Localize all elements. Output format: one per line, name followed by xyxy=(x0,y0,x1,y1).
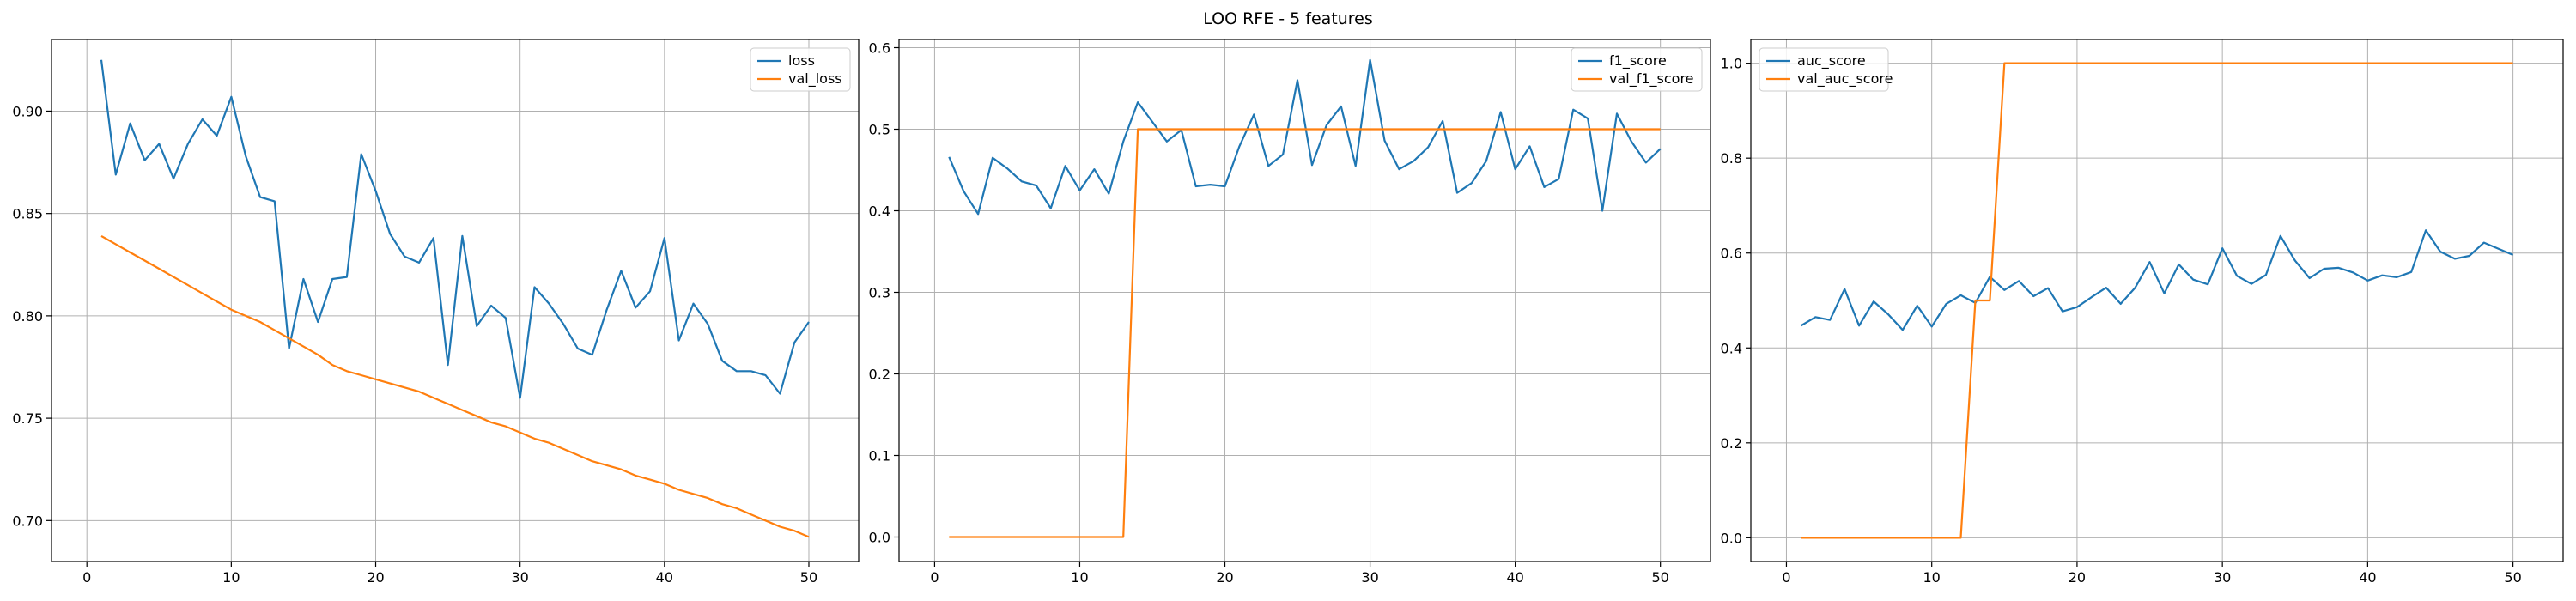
legend-label: val_loss xyxy=(788,70,842,88)
y-tick-label: 0.2 xyxy=(1721,435,1742,452)
x-tick-label: 10 xyxy=(1071,569,1088,586)
y-tick-label: 0.0 xyxy=(1721,530,1742,546)
y-tick-label: 0.0 xyxy=(869,530,890,546)
series-line-val-auc-score xyxy=(1801,62,2513,539)
y-tick-label: 1.0 xyxy=(1721,56,1742,72)
y-tick-label: 0.5 xyxy=(869,122,890,138)
y-tick-label: 0.85 xyxy=(12,206,43,222)
y-tick-label: 0.2 xyxy=(869,367,890,383)
x-tick-label: 0 xyxy=(1782,569,1790,586)
series-line-auc-score xyxy=(1800,229,2514,331)
legend-label: f1_score xyxy=(1609,52,1667,70)
y-tick-label: 0.1 xyxy=(869,448,890,464)
x-tick-label: 20 xyxy=(1216,569,1233,586)
legend-label: val_f1_score xyxy=(1609,70,1694,88)
y-tick-label: 0.3 xyxy=(869,285,890,301)
legend-box xyxy=(750,47,851,92)
figure-title: LOO RFE - 5 features xyxy=(1203,9,1373,28)
axes-frame xyxy=(1750,39,2564,562)
y-tick-label: 0.90 xyxy=(12,103,43,119)
legend-label: loss xyxy=(788,52,815,69)
y-tick-label: 0.4 xyxy=(869,203,890,220)
legend-label: val_auc_score xyxy=(1797,70,1893,88)
axis-ticks: 0 10 20 30 40 50 0.0 0.2 0.4 0.6 0.8 1.0 xyxy=(1721,56,2522,586)
y-tick-label: 0.8 xyxy=(1721,150,1742,167)
legend-label: auc_score xyxy=(1797,52,1866,70)
x-tick-label: 40 xyxy=(2359,569,2376,586)
y-tick-label: 0.75 xyxy=(12,410,43,427)
legend-box xyxy=(1571,47,1703,92)
series-line-f1-score xyxy=(948,58,1662,216)
x-tick-label: 10 xyxy=(222,569,240,586)
y-tick-label: 0.80 xyxy=(12,308,43,325)
x-tick-label: 0 xyxy=(930,569,939,586)
axes-frame xyxy=(51,39,860,562)
subplot-f1-score: 0 10 20 30 40 50 0.0 0.1 0.2 0.3 0.4 0.5 0.6 f1_scor… xyxy=(869,39,1711,586)
grid-lines xyxy=(1751,39,2563,562)
series-lines xyxy=(100,59,810,538)
axes-frame xyxy=(898,39,1711,562)
x-tick-label: 20 xyxy=(2069,569,2086,586)
x-tick-label: 50 xyxy=(800,569,817,586)
x-tick-label: 30 xyxy=(2214,569,2231,586)
x-tick-label: 10 xyxy=(1923,569,1941,586)
y-tick-label: 0.6 xyxy=(869,40,890,57)
x-tick-label: 40 xyxy=(1506,569,1523,586)
x-tick-label: 30 xyxy=(511,569,528,586)
subplot-auc-score: 0 10 20 30 40 50 0.0 0.2 0.4 0.6 0.8 1.0 auc_scorev… xyxy=(1721,39,2564,586)
x-tick-label: 40 xyxy=(656,569,673,586)
x-tick-label: 50 xyxy=(2504,569,2521,586)
subplot-loss: 0 10 20 30 40 50 0.70 0.75 0.80 0.85 0.90 lossval_… xyxy=(12,39,860,586)
series-lines xyxy=(948,58,1662,538)
series-lines xyxy=(1800,62,2514,539)
series-line-val-loss xyxy=(100,234,810,538)
y-tick-label: 0.4 xyxy=(1721,340,1742,356)
x-tick-label: 0 xyxy=(82,569,91,586)
x-tick-label: 30 xyxy=(1361,569,1378,586)
x-tick-label: 20 xyxy=(367,569,384,586)
axis-ticks: 0 10 20 30 40 50 0.70 0.75 0.80 0.85 0.90 xyxy=(12,103,817,586)
series-line-loss xyxy=(100,59,810,399)
series-line-val-f1-score xyxy=(949,128,1661,538)
axis-ticks: 0 10 20 30 40 50 0.0 0.1 0.2 0.3 0.4 0.5 0.6 xyxy=(869,40,1669,586)
y-tick-label: 0.6 xyxy=(1721,246,1742,262)
x-tick-label: 50 xyxy=(1651,569,1668,586)
y-tick-label: 0.70 xyxy=(12,513,43,529)
legend-box xyxy=(1759,47,1889,92)
grid-lines xyxy=(52,39,859,562)
